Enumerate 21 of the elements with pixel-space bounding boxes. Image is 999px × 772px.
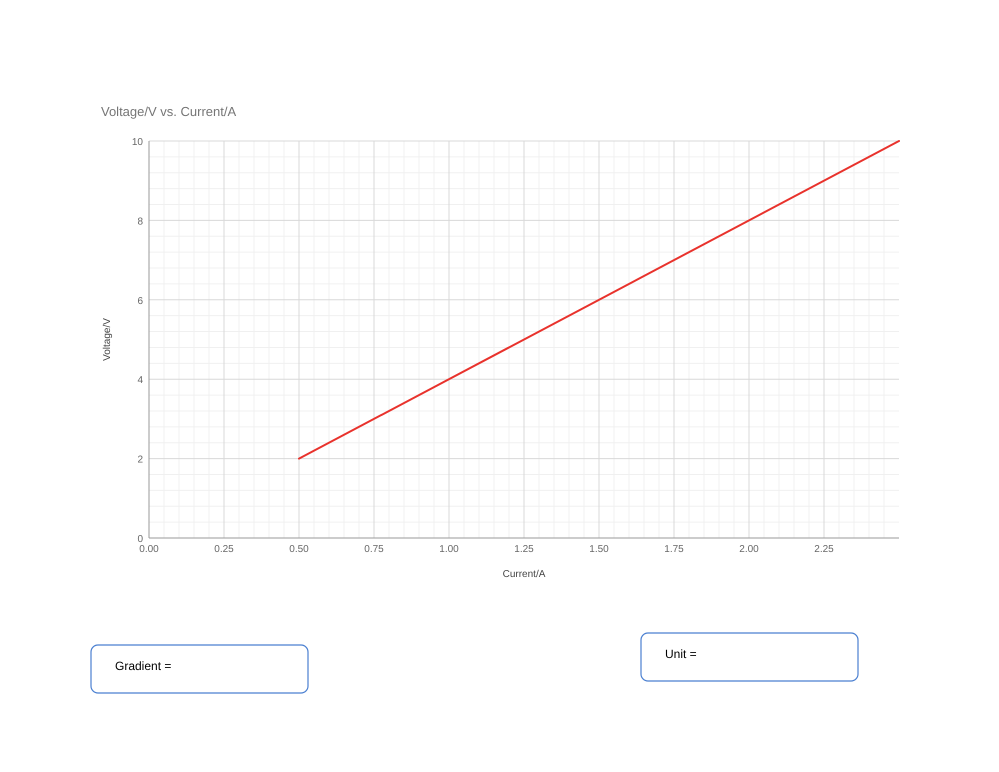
y-tick-label: 4 xyxy=(137,375,144,386)
x-tick-label: 1.00 xyxy=(439,544,460,555)
x-tick-label: 1.50 xyxy=(589,544,610,555)
text: Gradient = xyxy=(115,659,172,673)
x-tick-label: 1.25 xyxy=(514,544,534,555)
x-tick-label: 0.50 xyxy=(289,544,310,555)
y-tick-label: 6 xyxy=(137,296,144,307)
y-tick-label: 2 xyxy=(137,454,144,466)
x-axis-title: Current/A xyxy=(502,569,546,580)
x-tick-label: 0.00 xyxy=(139,544,160,555)
y-tick-label: 0 xyxy=(137,534,144,545)
x-tick-label: 1.75 xyxy=(664,544,684,555)
x-tick-label: 0.75 xyxy=(364,544,384,555)
y-tick-label: 8 xyxy=(137,216,144,228)
text: Unit = xyxy=(665,647,697,661)
chart-title: Voltage/V vs. Current/A xyxy=(101,104,236,119)
y-tick-label: 10 xyxy=(132,137,144,148)
y-axis-title: Voltage/V xyxy=(102,318,113,361)
x-tick-label: 2.25 xyxy=(814,544,834,555)
x-tick-label: 2.00 xyxy=(739,544,760,555)
x-tick-label: 0.25 xyxy=(214,544,234,555)
